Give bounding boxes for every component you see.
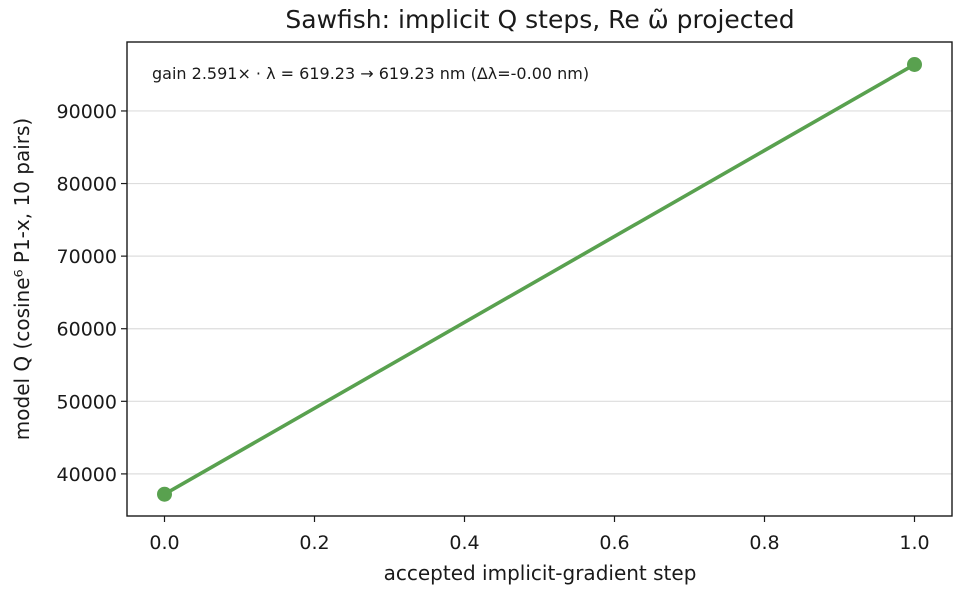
- x-tick-label: 0.0: [149, 532, 179, 554]
- series-layer: [157, 57, 922, 502]
- x-tick-label: 0.6: [599, 532, 629, 554]
- x-axis-label: accepted implicit-gradient step: [384, 561, 697, 585]
- x-tick-label: 1.0: [899, 532, 929, 554]
- y-tick-label: 60000: [57, 319, 117, 341]
- plot-frame: [126, 41, 953, 517]
- y-axis-label: model Q (cosine⁶ P1-x, 10 pairs): [10, 118, 34, 440]
- x-tick-label: 0.4: [449, 532, 479, 554]
- gridlines: [127, 110, 952, 475]
- y-tick-label: 90000: [57, 101, 117, 123]
- x-axis: 0.0 0.2 0.4 0.6 0.8 1.0: [149, 516, 930, 554]
- data-point: [157, 486, 172, 502]
- chart-title: Sawfish: implicit Q steps, Re ω̃ project…: [285, 5, 794, 34]
- y-axis: 40000 50000 60000 70000 80000 90000: [57, 101, 127, 486]
- y-tick-label: 70000: [57, 246, 117, 268]
- y-tick-label: 80000: [57, 174, 117, 196]
- x-tick-label: 0.2: [299, 532, 329, 554]
- chart-annotation: gain 2.591× · λ = 619.23 → 619.23 nm (Δλ…: [152, 64, 589, 83]
- series-line: [162, 62, 917, 497]
- data-point: [907, 57, 922, 73]
- y-tick-label: 50000: [57, 391, 117, 413]
- y-tick-label: 40000: [57, 464, 117, 486]
- x-tick-label: 0.8: [749, 532, 779, 554]
